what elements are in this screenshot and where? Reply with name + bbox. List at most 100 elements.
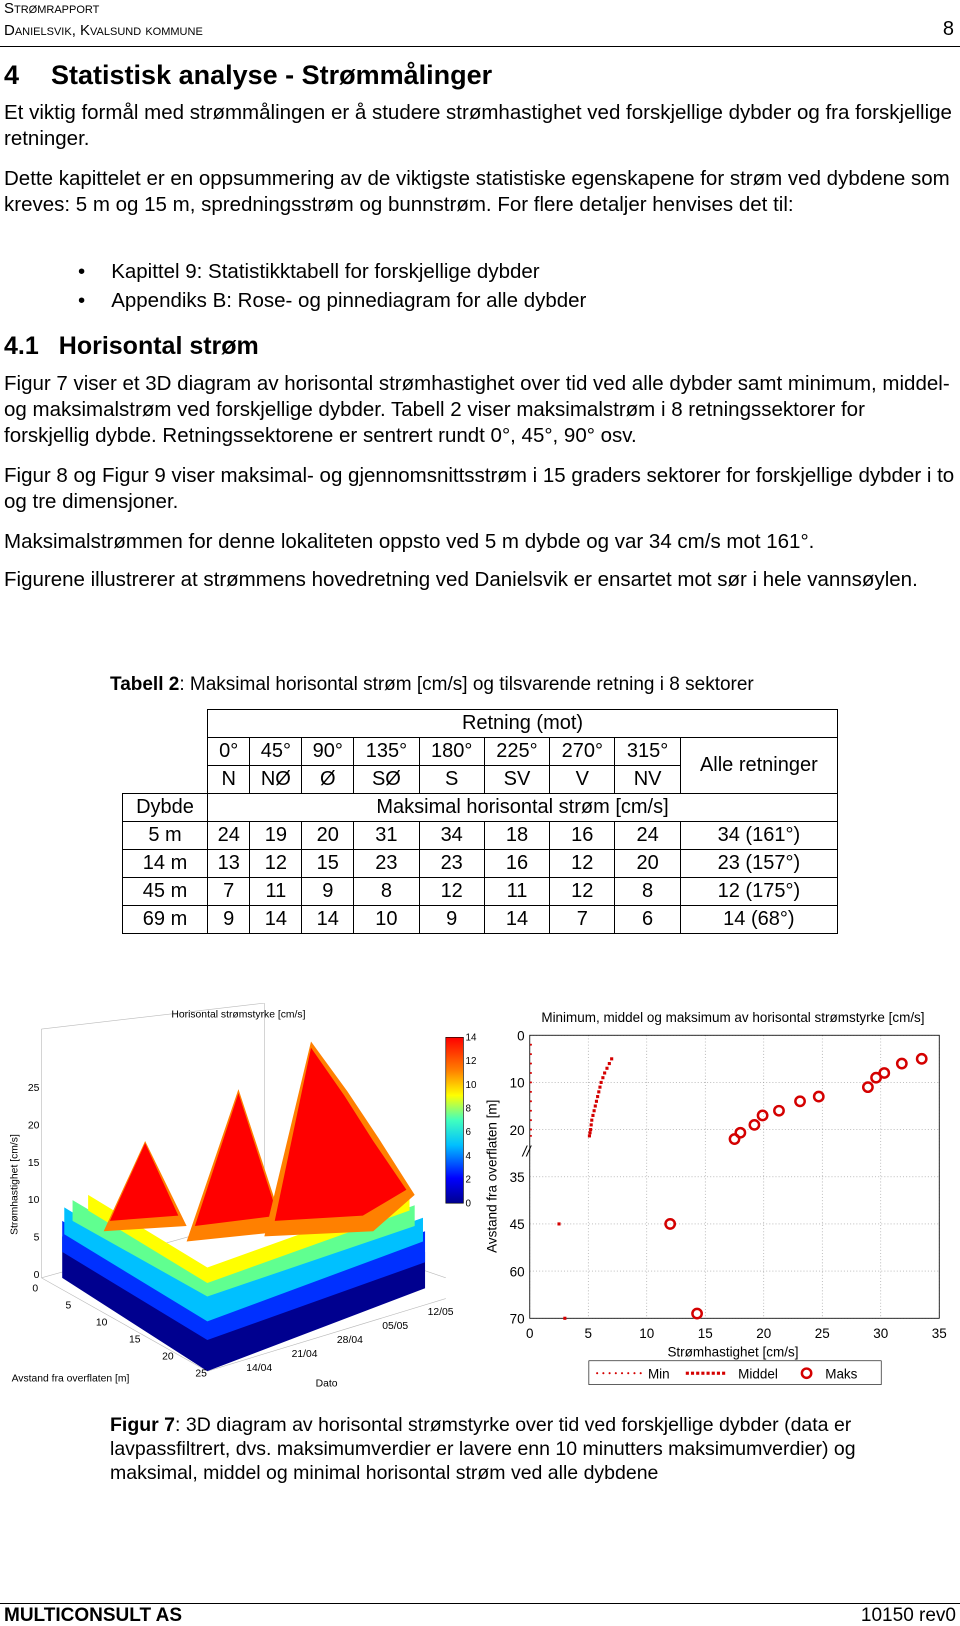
x-tick-label: 10	[639, 1326, 654, 1341]
axis-label: Strømhastighet [cm/s]	[10, 1134, 21, 1235]
tick-label: 0	[34, 1270, 40, 1281]
header-cell: SV	[483, 765, 551, 794]
tick-label: 28/04	[337, 1335, 363, 1346]
marker	[529, 1043, 532, 1046]
marker	[639, 1372, 642, 1375]
cell: 31	[353, 821, 420, 850]
bullet: • Kapittel 9: Statistikktabell for forskj…	[78, 260, 540, 283]
marker	[605, 1066, 609, 1070]
marker	[602, 1372, 605, 1375]
tick-label: 25	[195, 1368, 207, 1379]
surface	[274, 1047, 407, 1221]
cell: 34 (161°)	[679, 821, 839, 850]
caption-label: Tabell 2	[110, 674, 180, 695]
tick-label: 15	[28, 1158, 40, 1169]
header-cell: 0°	[207, 737, 251, 766]
marker	[734, 1126, 747, 1139]
marker	[728, 1133, 741, 1145]
cell: 9	[301, 877, 355, 906]
surface	[62, 1236, 426, 1372]
tick-label: 12	[465, 1056, 476, 1067]
marker	[608, 1372, 611, 1375]
cell: 20	[614, 849, 681, 878]
marker	[529, 1062, 532, 1065]
tick-label: 25	[28, 1083, 40, 1094]
figure-caption: Figur 7: 3D diagram av horisontal strøms…	[110, 1413, 930, 1485]
table-caption: Tabell 2: Maksimal horisontal strøm [cm/…	[110, 674, 754, 696]
legend-label: Min	[648, 1366, 670, 1381]
tick-label: 10	[28, 1195, 40, 1206]
header-cell: 270°	[549, 737, 616, 766]
marker	[701, 1371, 705, 1375]
bullet-text: Kapittel 9: Statistikktabell for forskje…	[111, 260, 540, 283]
y-tick-label: 0	[517, 1028, 525, 1043]
table-row: N NØ Ø SØ S SV V NV	[123, 765, 838, 794]
surface	[72, 1200, 415, 1297]
marker	[633, 1372, 636, 1375]
cell: 14	[301, 905, 355, 934]
y-tick-label: 10	[510, 1076, 525, 1091]
table-row: 5 m 24 19 20 31 34 18 16 24 34 (161°)	[121, 821, 839, 850]
scatter-chart: Minimum, middel og maksimum av horisonta…	[485, 1010, 947, 1385]
marker	[529, 1090, 532, 1093]
marker	[690, 1371, 695, 1375]
x-tick-label: 30	[873, 1326, 888, 1341]
cell: 23 (157°)	[679, 849, 839, 878]
footer-rule	[0, 1603, 960, 1604]
legend-label: Middel	[738, 1366, 778, 1381]
marker	[529, 1100, 532, 1103]
cell: 10	[353, 905, 420, 934]
tick-label: 6	[465, 1127, 471, 1138]
tick-label: 14	[465, 1032, 476, 1043]
marker	[603, 1071, 607, 1075]
axis-label: Avstand fra overflaten [m]	[12, 1374, 130, 1385]
marker	[773, 1104, 785, 1117]
marker	[706, 1371, 710, 1375]
marker	[594, 1099, 599, 1103]
marker	[598, 1085, 602, 1089]
axis-label: Avstand fra overflaten [m]	[485, 1100, 500, 1253]
marker	[557, 1222, 561, 1226]
header-cell: NØ	[249, 765, 303, 794]
marker	[529, 1109, 532, 1112]
marker	[812, 1090, 825, 1103]
tick-label: 10	[465, 1080, 476, 1091]
caption-label: Figur 7	[110, 1414, 176, 1436]
subsection-number: 4.1	[4, 332, 39, 360]
paragraph: Dette kapittelet er en oppsummering av d…	[4, 167, 950, 216]
tick-label: 2	[465, 1175, 470, 1186]
subsection-title: Horisontal strøm	[58, 332, 259, 360]
marker	[596, 1372, 599, 1375]
marker	[696, 1371, 700, 1375]
footer-document: 10150 rev0	[860, 1605, 956, 1626]
cell: 9	[207, 905, 251, 934]
marker	[593, 1104, 597, 1108]
marker	[592, 1109, 596, 1113]
cell: 24	[207, 821, 251, 850]
bullet-text: Appendiks B: Rose- og pinnediagram for a…	[111, 289, 587, 312]
marker	[597, 1090, 601, 1094]
table-row: 14 m 13 12 15 23 23 16 12 20 23 (157°)	[121, 849, 839, 878]
cell: 23	[353, 849, 420, 878]
tick-label: 14/04	[246, 1363, 272, 1374]
tick-label: 20	[28, 1121, 40, 1132]
marker	[794, 1095, 806, 1108]
surface	[62, 1220, 426, 1341]
tick-label: 0	[465, 1198, 471, 1209]
chart-title: Horisontal strømstyrke [cm/s]	[171, 1010, 305, 1021]
marker	[870, 1071, 882, 1084]
tick-label: 10	[96, 1317, 108, 1328]
marker	[529, 1081, 532, 1084]
marker	[756, 1109, 769, 1122]
paragraph: Maksimalstrømmen for denne lokaliteten o…	[4, 530, 815, 553]
tick-label: 05/05	[382, 1321, 408, 1332]
cell: 19	[249, 821, 303, 850]
header-cell: Alle retninger	[679, 737, 839, 794]
tick-label: 8	[465, 1104, 471, 1115]
bullet: • Appendiks B: Rose- og pinnediagram for …	[78, 289, 587, 312]
tick-label: 4	[465, 1151, 471, 1162]
tick-label: 21/04	[292, 1349, 318, 1360]
marker	[620, 1372, 624, 1375]
marker	[587, 1134, 591, 1138]
